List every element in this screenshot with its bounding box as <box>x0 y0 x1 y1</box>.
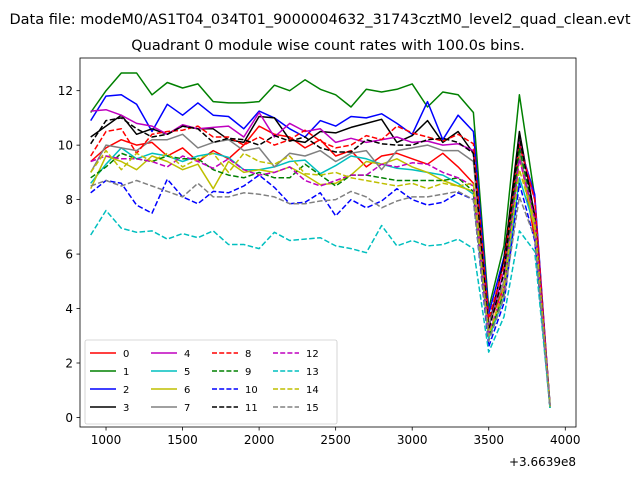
legend-box <box>84 339 338 425</box>
legend-label-5: 5 <box>184 367 190 378</box>
legend-label-3: 3 <box>123 403 129 414</box>
legend-label-10: 10 <box>245 385 258 396</box>
series-layer <box>90 72 551 408</box>
x-offset-label: +3.6639e8 <box>509 455 576 469</box>
chart-title: Quadrant 0 module wise count rates with … <box>131 38 525 54</box>
series-line-14 <box>90 149 551 407</box>
x-tick-label: 3500 <box>473 433 504 447</box>
x-tick-label: 1000 <box>91 433 122 447</box>
legend-label-2: 2 <box>123 385 129 396</box>
legend-label-13: 13 <box>306 367 319 378</box>
x-tick-label: 1500 <box>167 433 198 447</box>
y-tick-label: 4 <box>65 302 73 316</box>
series-line-13 <box>90 209 551 408</box>
legend-label-12: 12 <box>306 349 319 360</box>
legend-label-0: 0 <box>123 349 129 360</box>
legend-label-7: 7 <box>184 403 190 414</box>
legend-label-6: 6 <box>184 385 190 396</box>
y-tick-label: 2 <box>65 357 73 371</box>
legend-label-1: 1 <box>123 367 129 378</box>
series-line-15 <box>90 179 551 407</box>
y-tick-label: 0 <box>65 411 73 425</box>
x-tick-label: 2500 <box>320 433 351 447</box>
legend-label-15: 15 <box>306 403 319 414</box>
legend-label-9: 9 <box>245 367 251 378</box>
series-line-1 <box>90 72 551 408</box>
y-tick-label: 10 <box>58 139 73 153</box>
legend-label-4: 4 <box>184 349 190 360</box>
y-tick-label: 8 <box>65 193 73 207</box>
legend-label-8: 8 <box>245 349 251 360</box>
legend-label-11: 11 <box>245 403 258 414</box>
series-line-8 <box>90 125 551 407</box>
series-line-2 <box>90 94 551 407</box>
y-tick-label: 12 <box>58 84 73 98</box>
legend-label-14: 14 <box>306 385 319 396</box>
x-tick-label: 4000 <box>550 433 581 447</box>
series-line-11 <box>90 117 551 407</box>
x-tick-label: 3000 <box>397 433 428 447</box>
plot-frame <box>79 57 577 428</box>
figure-suptitle: Data file: modeM0/AS1T04_034T01_90000046… <box>9 12 630 28</box>
y-tick-label: 6 <box>65 248 73 262</box>
x-tick-label: 2000 <box>244 433 275 447</box>
